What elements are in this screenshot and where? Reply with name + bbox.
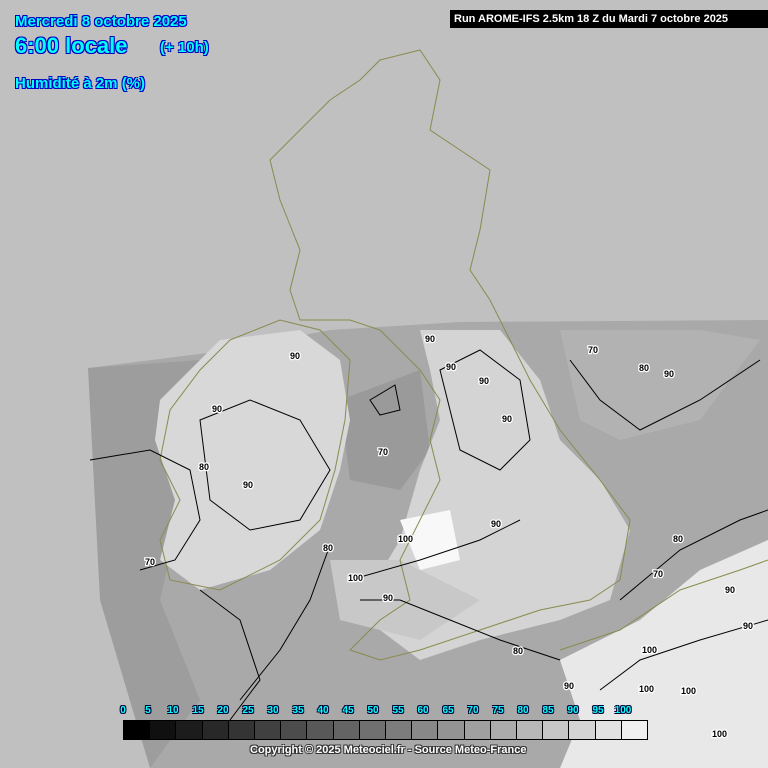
- legend-swatch: [595, 721, 622, 739]
- legend-tick: 40: [317, 705, 329, 716]
- legend-tick: 5: [145, 705, 151, 716]
- forecast-offset: (+ 10h): [160, 39, 209, 56]
- legend-tick: 75: [492, 705, 504, 716]
- contour-label: 80: [673, 534, 683, 544]
- irish-sea: [340, 370, 430, 490]
- france-land: [560, 540, 768, 768]
- channel-band: [330, 560, 480, 640]
- legend-tick: 10: [167, 705, 179, 716]
- north-sea: [560, 330, 760, 440]
- ireland-land: [155, 330, 350, 590]
- legend-swatch: [517, 721, 544, 739]
- legend-swatch: [307, 721, 334, 739]
- legend-tick: 45: [342, 705, 354, 716]
- legend-swatch: [569, 721, 596, 739]
- contour-label: 80: [513, 646, 523, 656]
- contour-label: 90: [425, 334, 435, 344]
- legend-tick: 85: [542, 705, 554, 716]
- legend-swatch: [464, 721, 491, 739]
- contour-label: 70: [378, 447, 388, 457]
- contour-label: 90: [491, 519, 501, 529]
- legend-tick: 70: [467, 705, 479, 716]
- legend-tick: 80: [517, 705, 529, 716]
- legend-swatch: [176, 721, 203, 739]
- legend-tick: 55: [392, 705, 404, 716]
- contour-label: 90: [564, 681, 574, 691]
- legend-swatch: [150, 721, 177, 739]
- contour-label: 100: [681, 686, 696, 696]
- contour-label: 80: [639, 363, 649, 373]
- contour-label: 100: [398, 534, 413, 544]
- copyright: Copyright © 2025 Meteociel.fr - Source M…: [250, 744, 527, 756]
- legend-tick: 35: [292, 705, 304, 716]
- legend-swatch: [124, 721, 151, 739]
- contour-label: 90: [479, 376, 489, 386]
- contour-labels: 90 90 70 80 90 90 90 90 90 80 70 90 90 1…: [144, 333, 755, 741]
- contour-label: 90: [502, 414, 512, 424]
- legend-swatch: [281, 721, 308, 739]
- contour-label: 100: [712, 729, 727, 739]
- contour-label: 90: [243, 480, 253, 490]
- contour-label: 90: [446, 362, 456, 372]
- forecast-time: 6:00 locale: [15, 33, 128, 58]
- legend-tick: 30: [267, 705, 279, 716]
- legend-swatch: [543, 721, 570, 739]
- legend-tick: 95: [592, 705, 604, 716]
- contour-label: 70: [653, 569, 663, 579]
- color-legend: [123, 720, 648, 740]
- contour-label: 100: [348, 573, 363, 583]
- parameter-title: Humidité à 2m (%): [15, 75, 146, 92]
- legend-tick: 100: [614, 705, 632, 716]
- humid-core: [400, 510, 460, 570]
- contour-label: 70: [588, 345, 598, 355]
- contour-label: 90: [383, 593, 393, 603]
- contour-label: 80: [199, 462, 209, 472]
- contour-label: 90: [664, 369, 674, 379]
- contour-label: 100: [639, 684, 654, 694]
- legend-swatch: [359, 721, 387, 739]
- contour-label: 70: [145, 557, 155, 567]
- legend-swatch: [438, 721, 465, 739]
- run-label: Run AROME-IFS 2.5km 18 Z du Mardi 7 octo…: [450, 10, 768, 28]
- legend-swatch: [333, 721, 360, 739]
- coastlines: [159, 49, 768, 661]
- contour-label: 80: [323, 543, 333, 553]
- legend-tick: 50: [367, 705, 379, 716]
- legend-swatch: [412, 721, 439, 739]
- contour-label: 100: [642, 645, 657, 655]
- legend-tick: 65: [442, 705, 454, 716]
- forecast-date: Mercredi 8 octobre 2025: [15, 13, 187, 30]
- legend-swatch: [386, 721, 413, 739]
- contour-label: 90: [725, 585, 735, 595]
- legend-swatch: [621, 721, 648, 739]
- legend-tick: 25: [242, 705, 254, 716]
- contour-label: 90: [212, 404, 222, 414]
- legend-tick: 15: [192, 705, 204, 716]
- legend-swatch: [228, 721, 256, 739]
- legend-tick: 60: [417, 705, 429, 716]
- contour-label: 90: [290, 351, 300, 361]
- legend-swatch: [490, 721, 518, 739]
- legend-tick: 0: [120, 705, 126, 716]
- legend-tick: 20: [217, 705, 229, 716]
- isolines: [89, 349, 768, 721]
- contour-label: 90: [743, 621, 753, 631]
- legend-tick: 90: [567, 705, 579, 716]
- legend-swatch: [202, 721, 229, 739]
- legend-swatch: [255, 721, 282, 739]
